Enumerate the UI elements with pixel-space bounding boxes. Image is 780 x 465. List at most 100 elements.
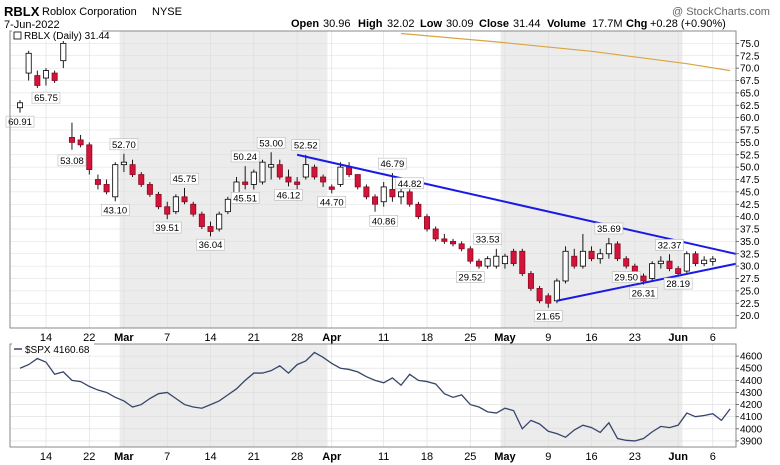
y-tick-label: 4000 (740, 424, 763, 435)
candlestick-series (16, 38, 716, 308)
price-label: 60.91 (8, 117, 32, 128)
candle (276, 159, 283, 180)
y-tick-label: 75.0 (740, 39, 760, 50)
candle-body (207, 226, 214, 232)
exchange-label: NYSE (152, 6, 182, 18)
price-label: 44.70 (320, 197, 344, 208)
candle-body (294, 181, 301, 185)
price-legend-bg (12, 29, 102, 41)
x-tick-label: 21 (248, 332, 260, 344)
candle-body (129, 164, 136, 175)
candle (207, 221, 214, 237)
candle (467, 246, 474, 264)
price-label: 45.75 (173, 174, 197, 185)
candle-body (545, 295, 552, 304)
candle (493, 248, 500, 269)
y-tick-label: 4200 (740, 400, 763, 411)
x-tick-label: Apr (322, 332, 342, 344)
price-label-box (629, 287, 658, 299)
candle-body (103, 184, 110, 193)
price-label: 46.79 (380, 159, 404, 170)
low-label: Low (420, 18, 442, 30)
candle-body (701, 259, 708, 265)
candle (354, 174, 361, 190)
candle (623, 256, 630, 269)
low-value: 30.09 (446, 18, 474, 30)
candle (701, 256, 708, 267)
price-label-box (230, 192, 260, 204)
candle (536, 285, 543, 304)
candle-body (276, 164, 283, 178)
candle-body (501, 255, 508, 265)
trendline (556, 262, 737, 302)
candle-body (346, 166, 353, 175)
candle (302, 154, 309, 180)
x-tick-label: 14 (204, 451, 216, 463)
x-axis-labels-bottom: 14 22 Mar 7 14 21 28 Apr 11 18 25 May 9 16 23 Jun 6 (40, 451, 716, 463)
x-axis-labels-top: 14 22 Mar 7 14 21 28 Apr 11 18 25 May 9 16 23 Jun 6 (40, 332, 716, 344)
candle-body (441, 238, 448, 242)
candle-body (328, 186, 335, 190)
x-tick-label: 28 (291, 451, 303, 463)
spx-legend-bg (12, 343, 94, 355)
candle-body (372, 196, 379, 205)
x-tick-label: 22 (83, 451, 95, 463)
price-label-box (473, 233, 502, 245)
candle (216, 211, 223, 232)
candle-body (285, 176, 292, 183)
candle (527, 271, 534, 291)
x-tick-label: 22 (83, 332, 95, 344)
y-tick-label: 27.5 (740, 274, 760, 285)
candle (172, 194, 179, 215)
y-tick-label: 4100 (740, 412, 763, 423)
candle-body (614, 243, 621, 260)
x-tick-label: 16 (585, 451, 597, 463)
candle (398, 186, 405, 205)
volume-value: 17.7M (592, 18, 623, 30)
candle-body (406, 191, 413, 205)
candle-body (120, 161, 127, 166)
candle (649, 261, 656, 281)
candle-body (112, 164, 119, 198)
candle (138, 172, 145, 187)
price-label-box (395, 177, 425, 190)
x-tick-label: 25 (464, 451, 476, 463)
spx-panel-border (9, 343, 737, 448)
y-tick-label: 67.5 (740, 76, 760, 87)
candle (380, 181, 387, 207)
x-tick-label: 25 (464, 332, 476, 344)
candle (501, 253, 508, 269)
candle-body (16, 102, 23, 109)
price-label-box (378, 157, 407, 170)
y-tick-label: 30.0 (740, 262, 760, 273)
spx-panel-title: $SPX 4160.68 (25, 345, 90, 356)
trendline (296, 153, 737, 255)
price-label: 28.19 (666, 279, 690, 290)
candle (346, 162, 353, 178)
price-label: 33.53 (476, 235, 500, 246)
x-tick-label: 7 (164, 332, 170, 344)
price-label: 39.51 (155, 223, 179, 234)
price-label-box (152, 221, 182, 234)
price-label-box (57, 154, 87, 167)
candle (389, 173, 396, 202)
price-label-box (594, 222, 624, 235)
candle-body (198, 213, 205, 227)
candle (597, 248, 604, 264)
candle-body (34, 75, 41, 86)
price-panel: 60.91 65.75 53.08 43.10 52.70 39.51 45.75 36.04… (5, 29, 760, 329)
y-tick-label: 40.0 (740, 212, 760, 223)
candle (42, 68, 49, 86)
candle (657, 256, 664, 269)
candle (224, 196, 231, 215)
candle (155, 191, 162, 210)
x-tick-label: 6 (710, 332, 716, 344)
y-tick-label: 20.0 (740, 311, 760, 322)
candle-body (519, 250, 526, 274)
x-tick-label: 6 (710, 451, 716, 463)
candle-body (467, 248, 474, 262)
x-tick-label: Mar (114, 332, 134, 344)
candle-body (172, 196, 179, 213)
candle-body (527, 273, 534, 289)
